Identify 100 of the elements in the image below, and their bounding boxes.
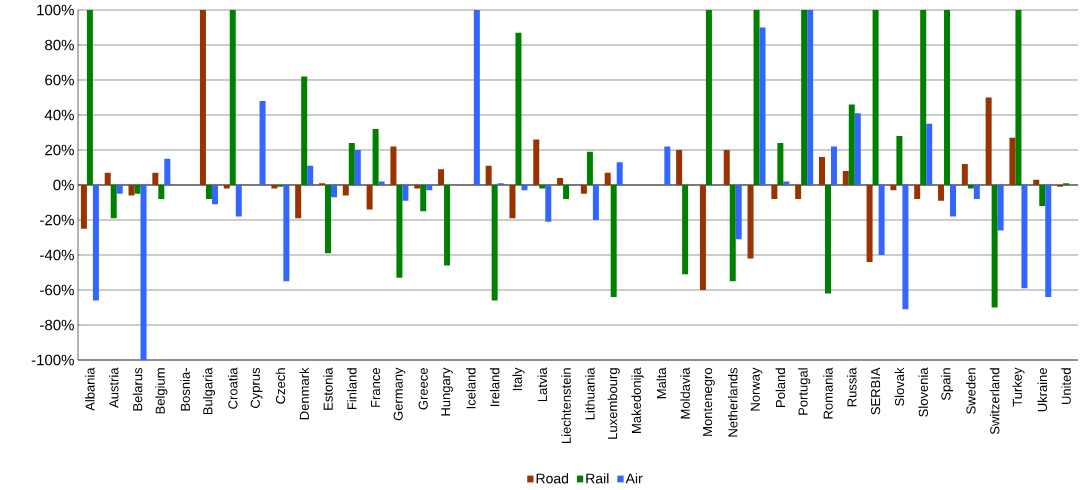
bar: [866, 185, 873, 262]
x-tick-label: Austria: [108, 367, 119, 408]
x-tick-label: France: [371, 368, 381, 407]
y-tick-label: -20%: [40, 214, 74, 226]
bar: [759, 27, 766, 185]
bar: [753, 10, 760, 185]
bar: [961, 164, 968, 185]
bar: [664, 146, 671, 185]
bar: [420, 185, 427, 212]
x-tick-label: Russia: [847, 367, 857, 407]
x-tick-label: Cyprus: [250, 367, 263, 408]
bar: [896, 136, 903, 185]
y-tick-label: 0%: [53, 179, 74, 191]
bar: [557, 178, 564, 185]
bar: [616, 162, 623, 185]
bar: [682, 185, 689, 275]
bar: [158, 185, 165, 199]
bar: [259, 101, 266, 185]
bar: [378, 181, 385, 185]
y-tick-label: 40%: [44, 109, 74, 121]
bar: [283, 185, 290, 282]
bar: [396, 185, 403, 278]
bar: [426, 185, 433, 191]
bar: [610, 185, 617, 297]
bar: [152, 172, 159, 185]
bar: [354, 150, 361, 185]
x-tick-label: Makedonija: [631, 367, 644, 433]
x-tick-label: Greece: [418, 368, 428, 410]
bar: [509, 185, 516, 219]
bar: [515, 32, 522, 185]
bar: [521, 185, 528, 191]
legend-label: Rail: [586, 473, 609, 484]
bar: [705, 10, 712, 185]
x-tick-label: Iceland: [466, 368, 476, 409]
x-tick-label: Portugal: [798, 368, 811, 415]
bar: [438, 169, 445, 185]
bar: [116, 185, 123, 194]
bar: [1009, 137, 1016, 185]
bar: [920, 10, 927, 185]
y-tick-label: 100%: [37, 4, 74, 16]
bar: [818, 157, 825, 185]
x-tick-label: Switzerland: [989, 368, 1000, 435]
bar: [950, 185, 957, 217]
bar: [563, 185, 570, 199]
bar: [729, 185, 736, 282]
bar: [92, 185, 99, 301]
bar: [199, 10, 206, 185]
x-tick-label: Liechtenstein: [561, 368, 571, 444]
bar: [545, 185, 552, 222]
bar: [985, 97, 992, 185]
x-tick-label: Montenegro: [703, 368, 715, 436]
bar: [491, 185, 498, 301]
bar: [878, 185, 885, 255]
bar: [205, 185, 212, 199]
bar: [723, 150, 730, 185]
x-tick-label: Romania: [823, 367, 833, 419]
bar: [485, 165, 492, 185]
x-tick-label: Moldavia: [680, 367, 690, 419]
y-tick-label: -40%: [40, 249, 74, 261]
x-tick-label: Finland: [347, 368, 357, 410]
bar: [402, 185, 409, 201]
bar: [771, 185, 778, 199]
x-tick-label: Ireland: [489, 368, 500, 407]
bar: [592, 185, 599, 220]
bar: [991, 185, 998, 308]
x-tick-label: Luxembourg: [607, 368, 620, 439]
x-tick-label: Latvia: [537, 367, 548, 402]
x-tick-label: Denmark: [299, 367, 309, 420]
bar: [1039, 185, 1046, 206]
bar: [842, 171, 849, 185]
x-tick-label: Bosnia-: [180, 368, 190, 411]
bar: [580, 185, 587, 194]
bar: [783, 181, 790, 185]
bar: [1015, 10, 1022, 185]
bar: [128, 185, 135, 196]
bar: [330, 185, 337, 198]
bar: [801, 10, 808, 185]
bar: [902, 185, 909, 310]
bar: [926, 123, 933, 185]
bar: [473, 10, 480, 185]
y-tick-label: -60%: [40, 284, 74, 296]
x-tick-label: Poland: [775, 368, 786, 407]
bar: [830, 146, 837, 185]
bar: [80, 185, 87, 229]
x-tick-label: Italy: [512, 367, 525, 391]
y-tick-label: -80%: [40, 319, 74, 331]
x-tick-label: Norway: [750, 367, 763, 411]
bar: [735, 185, 742, 240]
bar: [366, 185, 373, 210]
bar: [604, 172, 611, 185]
x-tick-label: Ukraine: [1037, 368, 1048, 412]
bar: [307, 165, 314, 185]
bar: [872, 10, 879, 185]
bar: [890, 185, 897, 191]
bar: [1021, 185, 1028, 289]
x-tick-label: Belgium: [155, 368, 168, 414]
bar: [235, 185, 242, 217]
bar: [342, 185, 349, 196]
bar: [301, 76, 308, 185]
bar: [747, 185, 754, 259]
